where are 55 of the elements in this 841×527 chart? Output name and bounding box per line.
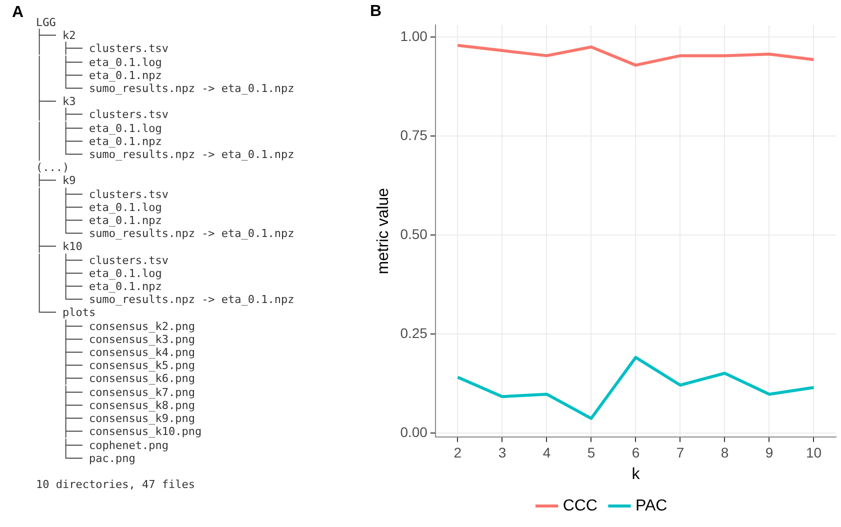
y-tick-label: 0.00 — [400, 424, 428, 440]
legend-label: PAC — [635, 497, 668, 514]
text: │ ├── eta_0.1.npz — [36, 214, 163, 228]
x-tick-label: 6 — [632, 444, 640, 460]
y-axis-title: metric value — [375, 188, 392, 274]
text: ├── consensus_k4.png — [61, 346, 196, 360]
text: │ ├── clusters.tsv — [36, 108, 170, 122]
x-axis-title: k — [632, 466, 641, 483]
text: ├── cophenet.png — [61, 438, 170, 452]
text: │ ├── eta_0.1.npz — [36, 280, 163, 294]
text: ├── consensus_k6.png — [61, 372, 196, 386]
text: │ ├── eta_0.1.log — [36, 122, 163, 135]
text: 10 directories, 47 files — [36, 478, 196, 492]
legend-label: CCC — [562, 497, 598, 514]
x-tick-label: 4 — [542, 444, 551, 460]
text: ├── k9 — [36, 174, 77, 188]
x-tick-label: 7 — [676, 444, 684, 460]
text: │ └── sumo_results.npz -> eta_0.1.npz — [36, 82, 294, 96]
text: ├── consensus_k10.png — [61, 425, 203, 438]
x-tick-label: 8 — [720, 444, 729, 460]
text: │ └── sumo_results.npz -> eta_0.1.npz — [36, 148, 294, 162]
text: ├── k2 — [36, 29, 76, 42]
text: │ ├── eta_0.1.npz — [36, 68, 163, 82]
text: ├── consensus_k8.png — [61, 398, 196, 412]
text: ├── consensus_k9.png — [61, 412, 196, 426]
text: │ ├── clusters.tsv — [36, 188, 170, 201]
text: LGG — [36, 16, 57, 29]
text: ├── consensus_k5.png — [61, 359, 196, 372]
y-tick-label: 0.75 — [400, 126, 428, 143]
x-tick-label: 2 — [454, 444, 462, 460]
text: A — [12, 4, 24, 22]
x-tick-label: 10 — [806, 444, 822, 460]
chart-title: B — [370, 3, 382, 20]
text: (...) — [36, 161, 70, 174]
text: └── pac.png — [61, 452, 136, 465]
text: ├── consensus_k7.png — [61, 386, 196, 399]
text: │ └── sumo_results.npz -> eta_0.1.npz — [36, 293, 294, 306]
text: │ ├── eta_0.1.npz — [36, 134, 163, 148]
x-tick-label: 9 — [765, 444, 774, 460]
text: ├── k10 — [36, 240, 84, 254]
text: │ ├── eta_0.1.log — [36, 56, 163, 69]
text: │ ├── clusters.tsv — [36, 254, 170, 267]
text: │ ├── eta_0.1.log — [36, 200, 163, 214]
text: │ └── sumo_results.npz -> eta_0.1.npz — [36, 227, 294, 240]
x-tick-label: 3 — [498, 444, 506, 460]
y-tick-label: 0.50 — [400, 226, 428, 242]
text: └── plots — [36, 306, 96, 320]
y-tick-label: 1.00 — [400, 28, 428, 44]
text: ├── consensus_k3.png — [61, 332, 196, 346]
x-tick-label: 5 — [587, 444, 596, 460]
y-tick-label: 0.25 — [400, 324, 428, 341]
text: ├── consensus_k2.png — [61, 320, 196, 333]
text: │ ├── eta_0.1.log — [36, 266, 163, 280]
text: │ ├── clusters.tsv — [36, 42, 170, 56]
text: ├── k3 — [36, 95, 76, 108]
